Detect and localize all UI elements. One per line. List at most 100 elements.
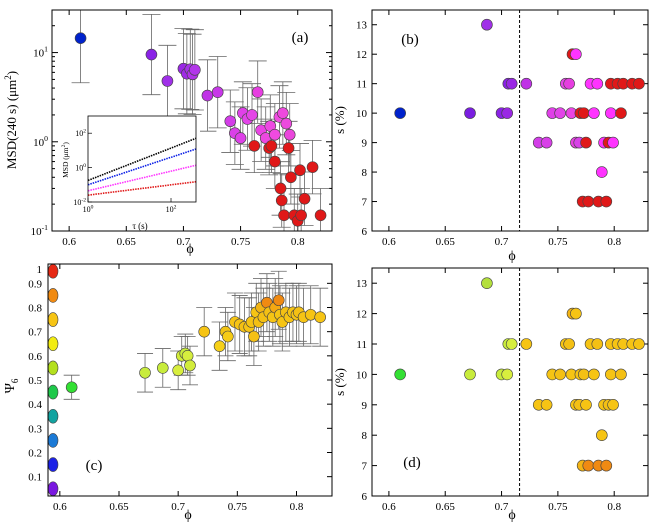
panel-b-frame [371,9,649,232]
panel-c-colorbar-swatch [47,433,59,448]
panel-d-xtick-label: 0.8 [607,501,621,513]
panel-d-point [577,368,590,381]
panel-a-ylabel-main: MSD(240 s) (μm [4,80,19,169]
inset-ytick-label-base: 10 [73,198,81,207]
panel-d-point [505,338,518,350]
panel-d-point [588,368,600,381]
panel-c-xtick-label: 0.6 [53,501,67,513]
panel-b-points [394,18,645,208]
panel-c-xtick-label: 0.7 [171,501,185,513]
panel-d-point [607,398,619,411]
panel-b-s-plot: 0.6 0.65 0.7 0.75 0.8 6 7 8 9 10 11 12 13 (b) ϕ s (%… [332,9,649,264]
panel-d-xtick-label: 0.6 [382,501,396,513]
inset-xlabel: τ (s) [132,221,147,231]
panel-d-point [481,277,493,290]
panel-a-points [71,9,330,232]
inset-ytick-label: 100 [75,163,86,173]
panel-c-psi6-plot: 0.6 0.65 0.7 0.75 0.8 0.1 0.2 0.3 0.4 0.5 0.6 0.7 0.… [3,263,333,523]
panel-c-ytick-label: 0.2 [28,448,42,460]
panel-b-point [596,166,608,178]
panel-d-point [540,398,553,411]
panel-d-point [600,459,613,472]
panel-a-point [285,171,297,184]
panel-b-xtick-label: 0.75 [548,236,568,248]
panel-a-point [277,107,289,119]
panel-c-label: (c) [86,458,103,474]
panel-c-point [65,381,78,394]
panel-a-point [274,182,287,195]
panel-b-xtick-label: 0.6 [382,236,396,248]
inset-xtick-label-exp: 2 [174,204,177,210]
panel-c-ytick-label: 0.3 [28,423,42,435]
panel-d-ytick-label: 11 [356,339,367,351]
panel-d-xtick-label: 0.75 [548,501,568,513]
panel-b-ytick-label: 12 [356,49,367,61]
panel-b-point [633,77,645,90]
panel-b-point [588,107,600,119]
panel-d-point [501,368,513,381]
panel-c-point [198,325,210,338]
panel-a-point [282,142,295,154]
panel-b-ytick-label: 13 [356,20,368,32]
inset-xtick-label-base: 10 [166,205,174,214]
panel-c-ylabel-sub: 6 [10,378,20,383]
panel-a-point [74,32,87,44]
panel-d-point [563,338,575,350]
panel-c-xtick-label: 0.75 [228,501,248,513]
panel-d-point [591,338,604,350]
panel-b-ytick-label: 11 [356,79,367,91]
panel-d-ticks: 0.6 0.65 0.7 0.75 0.8 6 7 8 9 10 11 12 13 [356,268,648,513]
panel-a-point [269,155,281,168]
panel-a-point [251,86,264,98]
inset-ylabel-main: MSD (μm [61,147,70,178]
panel-d-xlabel: ϕ [508,508,515,523]
panel-a-frame [51,9,333,232]
panel-a-xtick-label: 0.75 [231,236,251,248]
panel-d-xtick-label: 0.7 [495,501,509,513]
panel-c-ytick-label-top: 1 [37,264,43,276]
panel-a-point [298,192,311,205]
panel-b-point [501,107,513,119]
inset-ytick-label: 10-2 [73,197,86,207]
panel-c-point [213,340,226,352]
inset-ytick-label-exp: -2 [81,197,86,203]
panel-a-point [269,128,281,141]
panel-b-label: (b) [401,32,419,48]
panel-b-point [394,107,406,119]
inset-ytick-label-exp: 2 [83,129,86,135]
inset-series-blue [87,148,197,186]
panel-d-ytick-label: 10 [356,369,368,381]
panel-a-ytick-label-base: 10 [33,48,45,60]
panel-a-ylabel-tail: ) [4,71,19,75]
panel-d-point [570,307,582,320]
panel-d-point [554,368,566,381]
panel-c-ylabel-main: Ψ [3,382,18,393]
panel-a-ytick-label: 10-1 [31,223,49,238]
panel-c-ylabel: Ψ6 [3,378,20,393]
panel-c-xlabel: ϕ [184,508,191,523]
panel-b-xlabel: ϕ [508,249,515,264]
panel-d-ylabel: s (%) [332,368,347,396]
panel-b-ytick-label: 9 [362,138,368,150]
panel-b-point [481,18,493,31]
panel-a-point [275,194,288,207]
panel-b-point [563,77,575,90]
panel-b-ticks: 0.6 0.65 0.7 0.75 0.8 6 7 8 9 10 11 12 13 [356,10,648,248]
panel-a-ylabel: MSD(240 s) (μm2) [3,71,19,169]
panel-d-points [394,277,645,472]
inset-ytick-label-base: 10 [75,164,83,173]
panel-b-point [605,107,617,119]
panel-d-point [633,338,645,350]
panel-d-point [464,368,476,381]
panel-b-point [554,107,566,119]
panel-c-ytick-label: 0.8 [28,303,42,315]
panel-b-ytick-label: 10 [356,108,368,120]
panel-c-xtick-label: 0.65 [109,501,129,513]
panel-d-ytick-label: 12 [356,309,367,321]
panel-c-point [272,294,285,307]
